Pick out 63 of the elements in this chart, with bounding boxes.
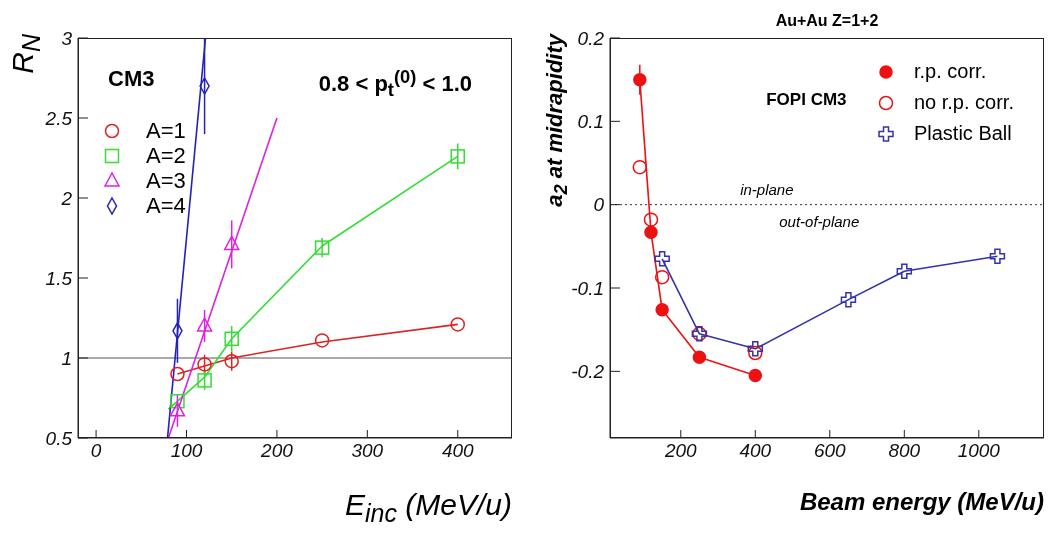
point: [643, 212, 659, 227]
point: [169, 402, 186, 417]
point: [654, 269, 670, 285]
legend-label: no r.p. corr.: [913, 91, 1014, 113]
point: [314, 333, 330, 348]
x-tick-label: 200: [663, 440, 698, 462]
point: [692, 350, 707, 364]
point: [655, 302, 669, 317]
legend-label: A=1: [146, 117, 186, 143]
legend-label: A=3: [146, 167, 186, 193]
point: [197, 357, 212, 372]
annotation: in-plane: [740, 180, 794, 198]
point: [170, 366, 185, 382]
point: [196, 317, 213, 332]
point: [748, 345, 763, 361]
y-tick-label: 0.5: [45, 427, 73, 449]
x-tick-label: 0: [90, 440, 102, 462]
legend-label: A=2: [146, 142, 186, 168]
legend-label: r.p. corr.: [913, 60, 987, 82]
point: [170, 393, 185, 409]
point: [314, 240, 330, 255]
point: [896, 263, 913, 280]
point: [989, 248, 1006, 265]
x-tick-label: 100: [170, 440, 203, 462]
legend-label: A=4: [146, 192, 186, 218]
annotation: out-of-plane: [779, 212, 860, 230]
point: [224, 353, 239, 369]
x-tick-label: 600: [813, 440, 847, 462]
x-tick-label: 300: [351, 440, 384, 462]
point: [197, 373, 212, 388]
x-axis-title: Beam energy (MeV/u): [799, 488, 1044, 515]
chart-title: Au+Au Z=1+2: [775, 12, 879, 29]
y-tick-label: 0: [593, 194, 605, 216]
point: [633, 72, 647, 87]
y-tick-label: 1.5: [45, 267, 73, 289]
point: [747, 341, 764, 357]
x-tick-label: 1000: [957, 440, 1001, 462]
y-tick-label: -0.2: [571, 361, 605, 383]
point: [450, 317, 465, 332]
x-axis-title: E$_{inc}$ (MeV/u): [344, 488, 512, 527]
annotation: FOPI CM3: [766, 90, 847, 109]
point: [840, 291, 857, 308]
point: [748, 368, 763, 383]
y-tick-label: 2: [60, 187, 73, 209]
x-tick-label: 800: [888, 440, 921, 462]
point: [223, 235, 240, 251]
x-tick-label: 200: [260, 440, 294, 462]
y-tick-label: 0.1: [577, 111, 604, 133]
point: [450, 149, 465, 164]
y-tick-label: 2.5: [44, 107, 73, 129]
y-tick-label: 3: [61, 27, 73, 49]
y-tick-label: 0.2: [577, 27, 605, 49]
x-tick-label: 400: [441, 440, 475, 462]
legend-label: Plastic Ball: [913, 122, 1012, 144]
annotation: 0.8 < p$_{t}$$^{(0)}$ < 1.0: [318, 66, 472, 101]
point: [632, 159, 648, 175]
point: [224, 331, 239, 347]
point: [644, 225, 658, 239]
y-tick-label: -0.1: [571, 277, 604, 299]
annotation: CM3: [108, 66, 155, 91]
point: [654, 251, 670, 267]
y-tick-label: 1: [61, 347, 72, 369]
x-tick-label: 400: [739, 440, 772, 462]
